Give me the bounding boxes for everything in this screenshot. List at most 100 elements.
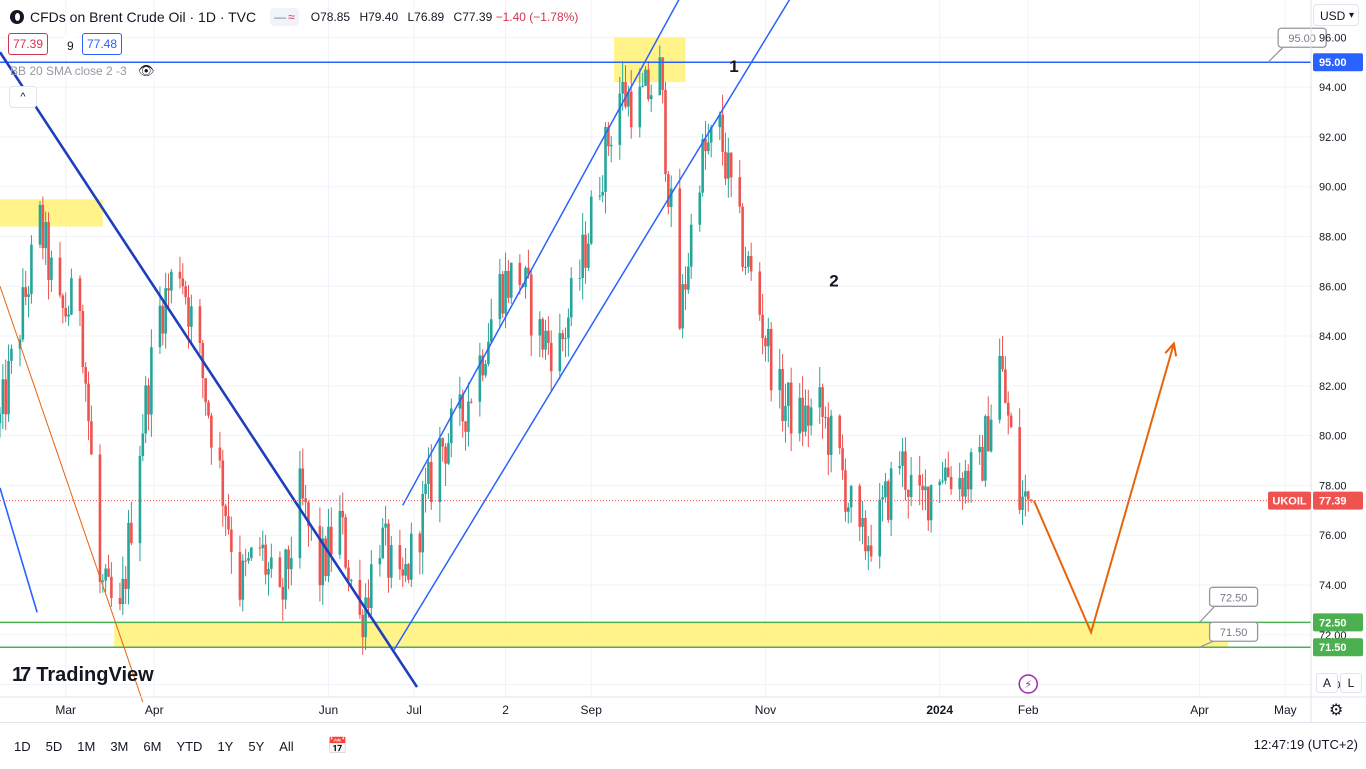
range-ytd-button[interactable]: YTD (176, 738, 203, 754)
candle-body (838, 415, 842, 449)
eye-slash-icon[interactable]: 👁 (138, 63, 155, 78)
range-6m-button[interactable]: 6M (143, 738, 162, 754)
candle-body (538, 319, 542, 336)
candle-body (418, 533, 422, 553)
callout-pointer (1199, 604, 1217, 623)
x-tick-label: Sep (581, 703, 603, 717)
x-tick-label: 2024 (926, 703, 953, 717)
candle-body (749, 256, 753, 272)
candle-body (487, 341, 490, 364)
candle-body (390, 545, 393, 578)
candle-body (298, 468, 302, 559)
range-1d-button[interactable]: 1D (14, 738, 31, 754)
candle-body (241, 560, 245, 600)
candle-body (721, 114, 724, 152)
candle-body (747, 256, 750, 267)
line-mode-icon[interactable]: — (274, 10, 287, 24)
range-1m-button[interactable]: 1M (77, 738, 96, 754)
candle-body (921, 485, 924, 491)
support-72-50-tag (1313, 613, 1363, 632)
candle-body (407, 564, 410, 580)
range-5d-button[interactable]: 5D (45, 738, 63, 754)
candle-body (347, 567, 350, 581)
candle-body (944, 467, 947, 481)
candle-body (727, 152, 730, 179)
resistance-95-tag-label: 95.00 (1319, 57, 1347, 69)
clock-time[interactable]: 12:47:19 (UTC+2) (1253, 737, 1358, 752)
indicator-legend[interactable]: BB 20 SMA close 2 -3 (10, 64, 127, 78)
low-value: L76.89 (407, 10, 445, 24)
candle-body (367, 597, 370, 608)
candle-body (221, 460, 225, 506)
candle-body (569, 278, 573, 318)
candle-body (544, 330, 547, 350)
candle-body (178, 271, 182, 279)
x-tick-label: Nov (755, 703, 776, 717)
log-scale-button[interactable]: L (1340, 673, 1362, 693)
candle-body (469, 401, 473, 403)
candle-body (304, 498, 307, 503)
candle-body (844, 470, 847, 512)
currency-select[interactable]: USD (1313, 4, 1359, 27)
candle-body (38, 204, 42, 245)
candle-body (761, 314, 764, 339)
candle-body (190, 306, 193, 327)
change-value: −1.40 (−1.78%) (495, 10, 579, 24)
candle-body (678, 188, 682, 329)
candle-body (364, 597, 367, 638)
candle-body (904, 451, 907, 490)
candle-body (604, 127, 607, 192)
candle-body (210, 415, 213, 448)
candle-body (164, 288, 167, 334)
chevron-up-icon[interactable]: ^ (9, 86, 37, 108)
candle-body (709, 127, 713, 143)
candle-body (467, 401, 470, 432)
candle-body (984, 416, 987, 481)
candle-body (567, 317, 570, 339)
candle-body (161, 305, 165, 334)
series-mode-toggle[interactable]: — ≈ (270, 8, 299, 26)
candle-body (964, 470, 967, 497)
candle-body (230, 529, 233, 552)
range-5y-button[interactable]: 5Y (248, 738, 265, 754)
x-tick-label: 2 (502, 703, 509, 717)
range-1y-button[interactable]: 1Y (217, 738, 234, 754)
symbol-title[interactable]: CFDs on Brent Crude Oil · 1D · TVC (30, 9, 257, 25)
candle-body (50, 257, 53, 280)
calendar-range-icon[interactable]: 📅 (327, 738, 348, 755)
candle-body (130, 522, 133, 544)
buy-price-button[interactable]: 77.48 (82, 33, 123, 55)
auto-scale-button[interactable]: A (1316, 673, 1338, 693)
candle-body (350, 579, 353, 581)
candle-body (104, 568, 107, 581)
candle-body (444, 446, 447, 464)
candle-body (41, 204, 45, 249)
candle-body (409, 533, 413, 580)
candle-body (518, 262, 522, 286)
x-tick-label: Mar (55, 703, 76, 717)
candle-body (561, 333, 564, 340)
price-chart[interactable]: 1 2 95.00 72.50 71.50 ⚡ 70.0072.0074.0076.007… (0, 0, 1366, 722)
candle-body (361, 614, 365, 638)
y-tick-label: 86.00 (1319, 281, 1347, 293)
candle-body (147, 385, 150, 415)
sell-price-button[interactable]: 77.39 (8, 33, 49, 55)
candle-body (684, 284, 687, 290)
candle-body (926, 486, 930, 521)
candle-body (198, 306, 202, 344)
candle-body (821, 387, 824, 417)
candle-body (889, 468, 893, 520)
wave-mode-icon[interactable]: ≈ (288, 10, 295, 24)
candle-body (869, 545, 873, 557)
candle-body (738, 177, 742, 207)
range-3m-button[interactable]: 3M (110, 738, 129, 754)
chart-drawings: 1 2 95.00 72.50 71.50 ⚡ (0, 0, 1327, 703)
range-all-button[interactable]: All (279, 738, 294, 754)
candle-body (589, 196, 593, 244)
candle-body (384, 523, 387, 528)
candle-body (618, 93, 622, 145)
callout-box (1277, 27, 1327, 48)
candle-body (789, 382, 793, 434)
gear-icon[interactable]: ⚙ (1329, 702, 1344, 719)
candle-body (784, 405, 787, 422)
